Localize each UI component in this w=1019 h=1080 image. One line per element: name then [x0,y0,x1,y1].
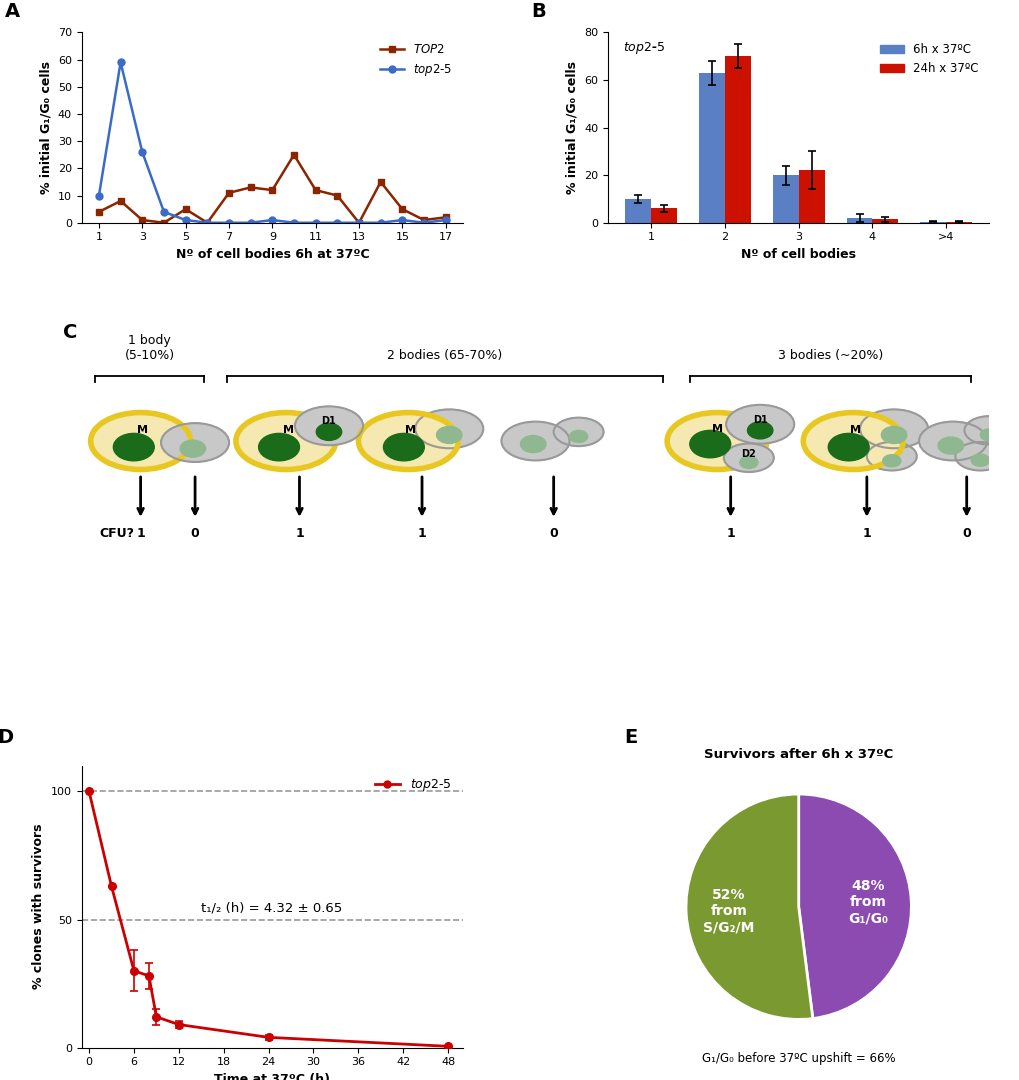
Circle shape [937,437,963,454]
Ellipse shape [415,409,483,448]
Ellipse shape [666,413,766,470]
Text: M: M [405,426,416,435]
Circle shape [970,454,988,467]
Title: Survivors after 6h x 37ºC: Survivors after 6h x 37ºC [703,747,893,760]
Text: E: E [624,728,637,747]
Circle shape [569,430,587,443]
Text: M: M [849,426,860,435]
Text: M: M [711,423,721,434]
Text: D1: D1 [321,416,336,427]
Text: t₁/₂ (h) = 4.32 ± 0.65: t₁/₂ (h) = 4.32 ± 0.65 [201,902,342,915]
Ellipse shape [918,421,986,460]
Ellipse shape [964,416,1013,445]
Circle shape [689,430,730,458]
Circle shape [747,422,772,438]
Text: 0: 0 [191,527,200,540]
Bar [946,221,971,222]
Bar [772,175,798,222]
Text: M: M [282,426,293,435]
Text: B: B [531,2,546,22]
Text: 1: 1 [294,527,304,540]
Bar [871,219,898,222]
Ellipse shape [859,409,927,448]
Text: M: M [138,426,148,435]
Text: $top2$-$5$: $top2$-$5$ [623,40,665,56]
Ellipse shape [501,421,569,460]
Text: 48%
from
G₁/G₀: 48% from G₁/G₀ [848,879,888,926]
Bar [725,56,750,222]
Circle shape [316,423,341,441]
Text: 2 bodies (65-70%): 2 bodies (65-70%) [387,349,501,362]
Circle shape [180,441,205,457]
Circle shape [436,427,462,444]
Circle shape [383,433,424,461]
Bar [625,199,650,222]
Ellipse shape [726,405,794,444]
Bar [798,171,823,222]
Circle shape [259,433,300,461]
Text: 0: 0 [549,527,557,540]
Circle shape [880,427,906,444]
Y-axis label: % initial G₁/G₀ cells: % initial G₁/G₀ cells [39,62,52,194]
Ellipse shape [235,413,335,470]
Text: A: A [5,2,20,22]
Text: CFU?: CFU? [100,527,135,540]
Wedge shape [686,794,812,1020]
Bar [919,221,946,222]
Text: 52%
from
S/G₂/M: 52% from S/G₂/M [702,888,754,934]
X-axis label: Nº of cell bodies: Nº of cell bodies [741,248,855,261]
X-axis label: Time at 37ºC (h): Time at 37ºC (h) [214,1072,330,1080]
Text: 1: 1 [862,527,870,540]
Ellipse shape [723,444,773,472]
Text: 1 body
(5-10%): 1 body (5-10%) [124,334,174,362]
Y-axis label: % initial G₁/G₀ cells: % initial G₁/G₀ cells [565,62,578,194]
Ellipse shape [91,413,191,470]
Legend: 6h x 37ºC, 24h x 37ºC: 6h x 37ºC, 24h x 37ºC [874,38,982,80]
Text: 3 bodies (~20%): 3 bodies (~20%) [777,349,882,362]
Text: D2: D2 [741,449,755,459]
Ellipse shape [553,418,603,446]
Bar [698,72,725,222]
Legend: $TOP2$, $top2$-$5$: $TOP2$, $top2$-$5$ [375,38,457,83]
Ellipse shape [161,423,229,462]
Text: D1: D1 [752,415,767,424]
Y-axis label: % clones with survivors: % clones with survivors [33,824,45,989]
Circle shape [881,455,900,467]
Circle shape [739,456,757,469]
Text: C: C [63,323,77,342]
Legend: $top2$-$5$: $top2$-$5$ [370,772,457,798]
Text: 1: 1 [137,527,145,540]
Text: G₁/G₀ before 37ºC upshift = 66%: G₁/G₀ before 37ºC upshift = 66% [701,1052,895,1065]
Text: 0: 0 [961,527,970,540]
Text: 1: 1 [417,527,426,540]
Circle shape [113,433,154,461]
Ellipse shape [866,442,916,471]
Circle shape [979,429,998,441]
Ellipse shape [955,442,1005,471]
Text: D: D [0,728,14,747]
Ellipse shape [803,413,902,470]
Bar [650,208,677,222]
Circle shape [520,435,545,453]
Text: 1: 1 [726,527,735,540]
Wedge shape [798,794,911,1018]
Bar [846,218,871,222]
Ellipse shape [358,413,458,470]
Circle shape [827,433,868,461]
X-axis label: Nº of cell bodies 6h at 37ºC: Nº of cell bodies 6h at 37ºC [175,248,369,261]
Ellipse shape [294,406,363,445]
